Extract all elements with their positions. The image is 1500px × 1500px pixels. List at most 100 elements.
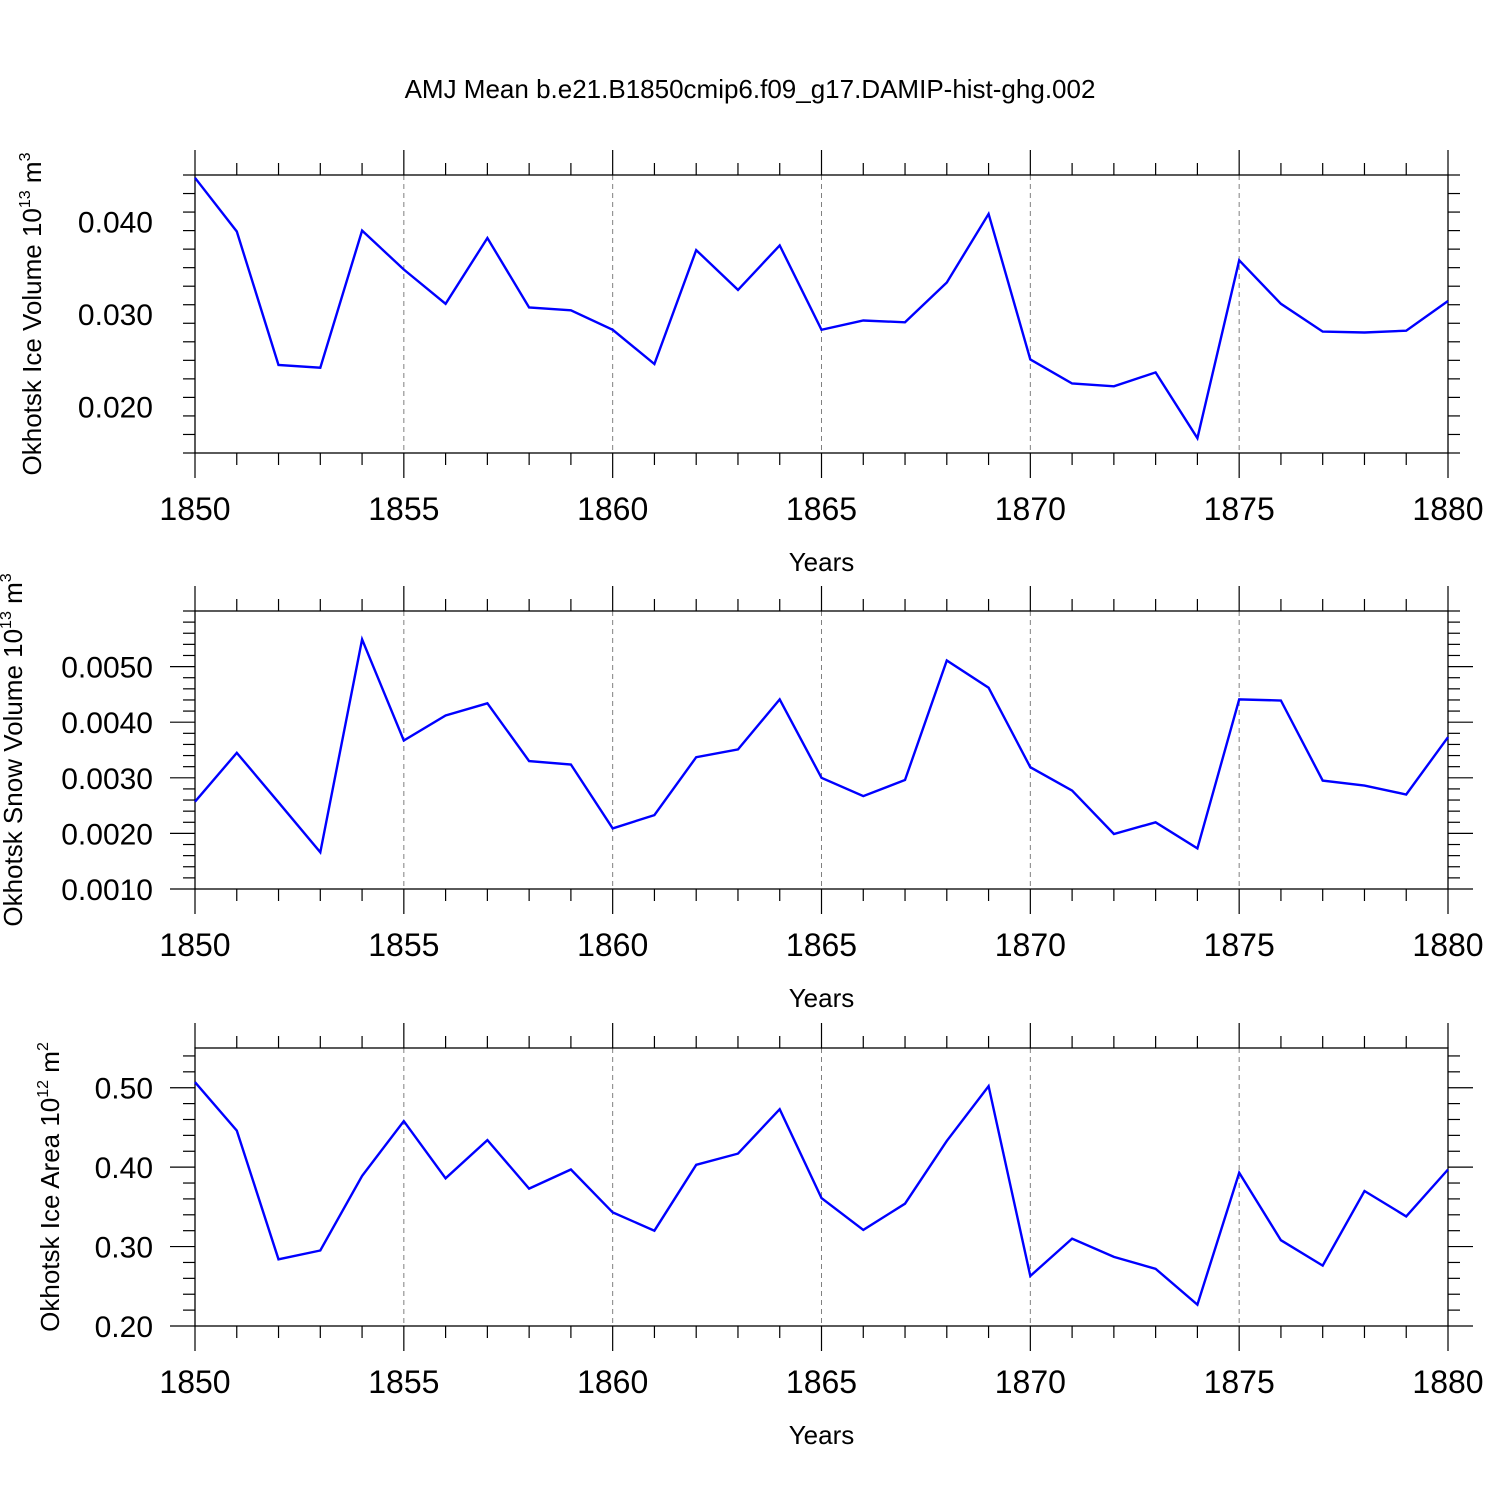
data-point [903, 778, 907, 782]
data-point [736, 288, 740, 292]
x-tick-label: 1870 [995, 491, 1066, 527]
data-point [569, 762, 573, 766]
data-point [1028, 357, 1032, 361]
data-point [820, 776, 824, 780]
data-point [1112, 832, 1116, 836]
data-point [1237, 1171, 1241, 1175]
data-point [1446, 735, 1450, 739]
y-tick-label: 0.0030 [61, 763, 153, 796]
data-point [778, 1107, 782, 1111]
data-point [277, 1257, 281, 1261]
data-point [1237, 258, 1241, 262]
data-point [402, 739, 406, 743]
data-point [277, 363, 281, 367]
data-point [485, 236, 489, 240]
data-point [778, 243, 782, 247]
data-point [861, 794, 865, 798]
series-line [194, 635, 1449, 855]
y-tick-label: 0.020 [78, 392, 153, 425]
series-line [194, 177, 1449, 442]
data-point [360, 229, 364, 233]
data-point [694, 1163, 698, 1167]
data-point [1154, 1267, 1158, 1271]
data-point [736, 747, 740, 751]
data-point [444, 302, 448, 306]
ice-volume-panel: 1850 1855 1860 1865 1870 1875 1880 0.020 0.030 0.… [17, 150, 1484, 577]
data-point [945, 658, 949, 662]
x-tick-label: 1880 [1412, 1364, 1483, 1400]
data-point [694, 755, 698, 759]
data-point [1321, 779, 1325, 783]
plot-frame [194, 174, 1449, 454]
data-point [1028, 765, 1032, 769]
data-point [1404, 1214, 1408, 1218]
data-point [1028, 1274, 1032, 1278]
data-point [1362, 331, 1366, 335]
data-point [1321, 330, 1325, 334]
data-point [611, 328, 615, 332]
x-tick-label: 1865 [786, 1364, 857, 1400]
y-tick-label: 0.20 [95, 1311, 153, 1344]
data-point [1321, 1264, 1325, 1268]
data-point [193, 800, 197, 804]
data-point [1154, 370, 1158, 374]
data-point [1279, 699, 1283, 703]
data-point [569, 1168, 573, 1172]
data-point [1070, 382, 1074, 386]
data-point [736, 1152, 740, 1156]
data-point [652, 813, 656, 817]
data-point [1195, 1303, 1199, 1307]
x-tick-label: 1850 [159, 1364, 230, 1400]
snow-volume-panel: 1850 1855 1860 1865 1870 1875 1880 0.0010 0.0020… [0, 573, 1484, 1013]
data-point [527, 306, 531, 310]
x-tick-label: 1855 [368, 491, 439, 527]
x-tick-label: 1875 [1204, 491, 1275, 527]
data-point [360, 637, 364, 641]
data-point [1112, 1255, 1116, 1259]
data-point [527, 759, 531, 763]
x-tick-label: 1860 [577, 927, 648, 963]
data-point [820, 1196, 824, 1200]
data-point [611, 1210, 615, 1214]
x-tick-label: 1865 [786, 927, 857, 963]
data-point [1112, 384, 1116, 388]
plot-frame [194, 1047, 1449, 1327]
data-point [778, 697, 782, 701]
data-point [945, 1139, 949, 1143]
x-tick-label: 1860 [577, 491, 648, 527]
data-point [1195, 846, 1199, 850]
data-point [318, 850, 322, 854]
data-point [1362, 784, 1366, 788]
data-point [1195, 436, 1199, 440]
chart-title: AMJ Mean b.e21.B1850cmip6.f09_g17.DAMIP-… [404, 74, 1096, 104]
x-axis-label: Years [789, 547, 855, 577]
data-point [1446, 299, 1450, 303]
data-point [694, 248, 698, 252]
data-point [652, 1229, 656, 1233]
data-point [903, 1202, 907, 1206]
data-point [987, 212, 991, 216]
data-point [360, 1174, 364, 1178]
y-axis-label: Okhotsk Ice Volume 1013 m3 [17, 152, 47, 475]
y-tick-label: 0.0040 [61, 707, 153, 740]
data-point [1279, 1238, 1283, 1242]
data-point [987, 1084, 991, 1088]
data-point [903, 320, 907, 324]
y-tick-label: 0.040 [78, 206, 153, 239]
data-point [569, 308, 573, 312]
data-point [861, 318, 865, 322]
data-point [444, 714, 448, 718]
x-tick-label: 1870 [995, 1364, 1066, 1400]
y-tick-label: 0.030 [78, 299, 153, 332]
data-point [1279, 302, 1283, 306]
x-axis-label: Years [789, 983, 855, 1013]
y-axis-label: Okhotsk Snow Volume 1013 m3 [0, 573, 28, 926]
y-tick-label: 0.50 [95, 1073, 153, 1106]
data-point [611, 826, 615, 830]
data-point [1154, 820, 1158, 824]
data-point [402, 1119, 406, 1123]
data-point [1070, 789, 1074, 793]
data-point [402, 268, 406, 272]
data-point [193, 1080, 197, 1084]
x-tick-label: 1865 [786, 491, 857, 527]
